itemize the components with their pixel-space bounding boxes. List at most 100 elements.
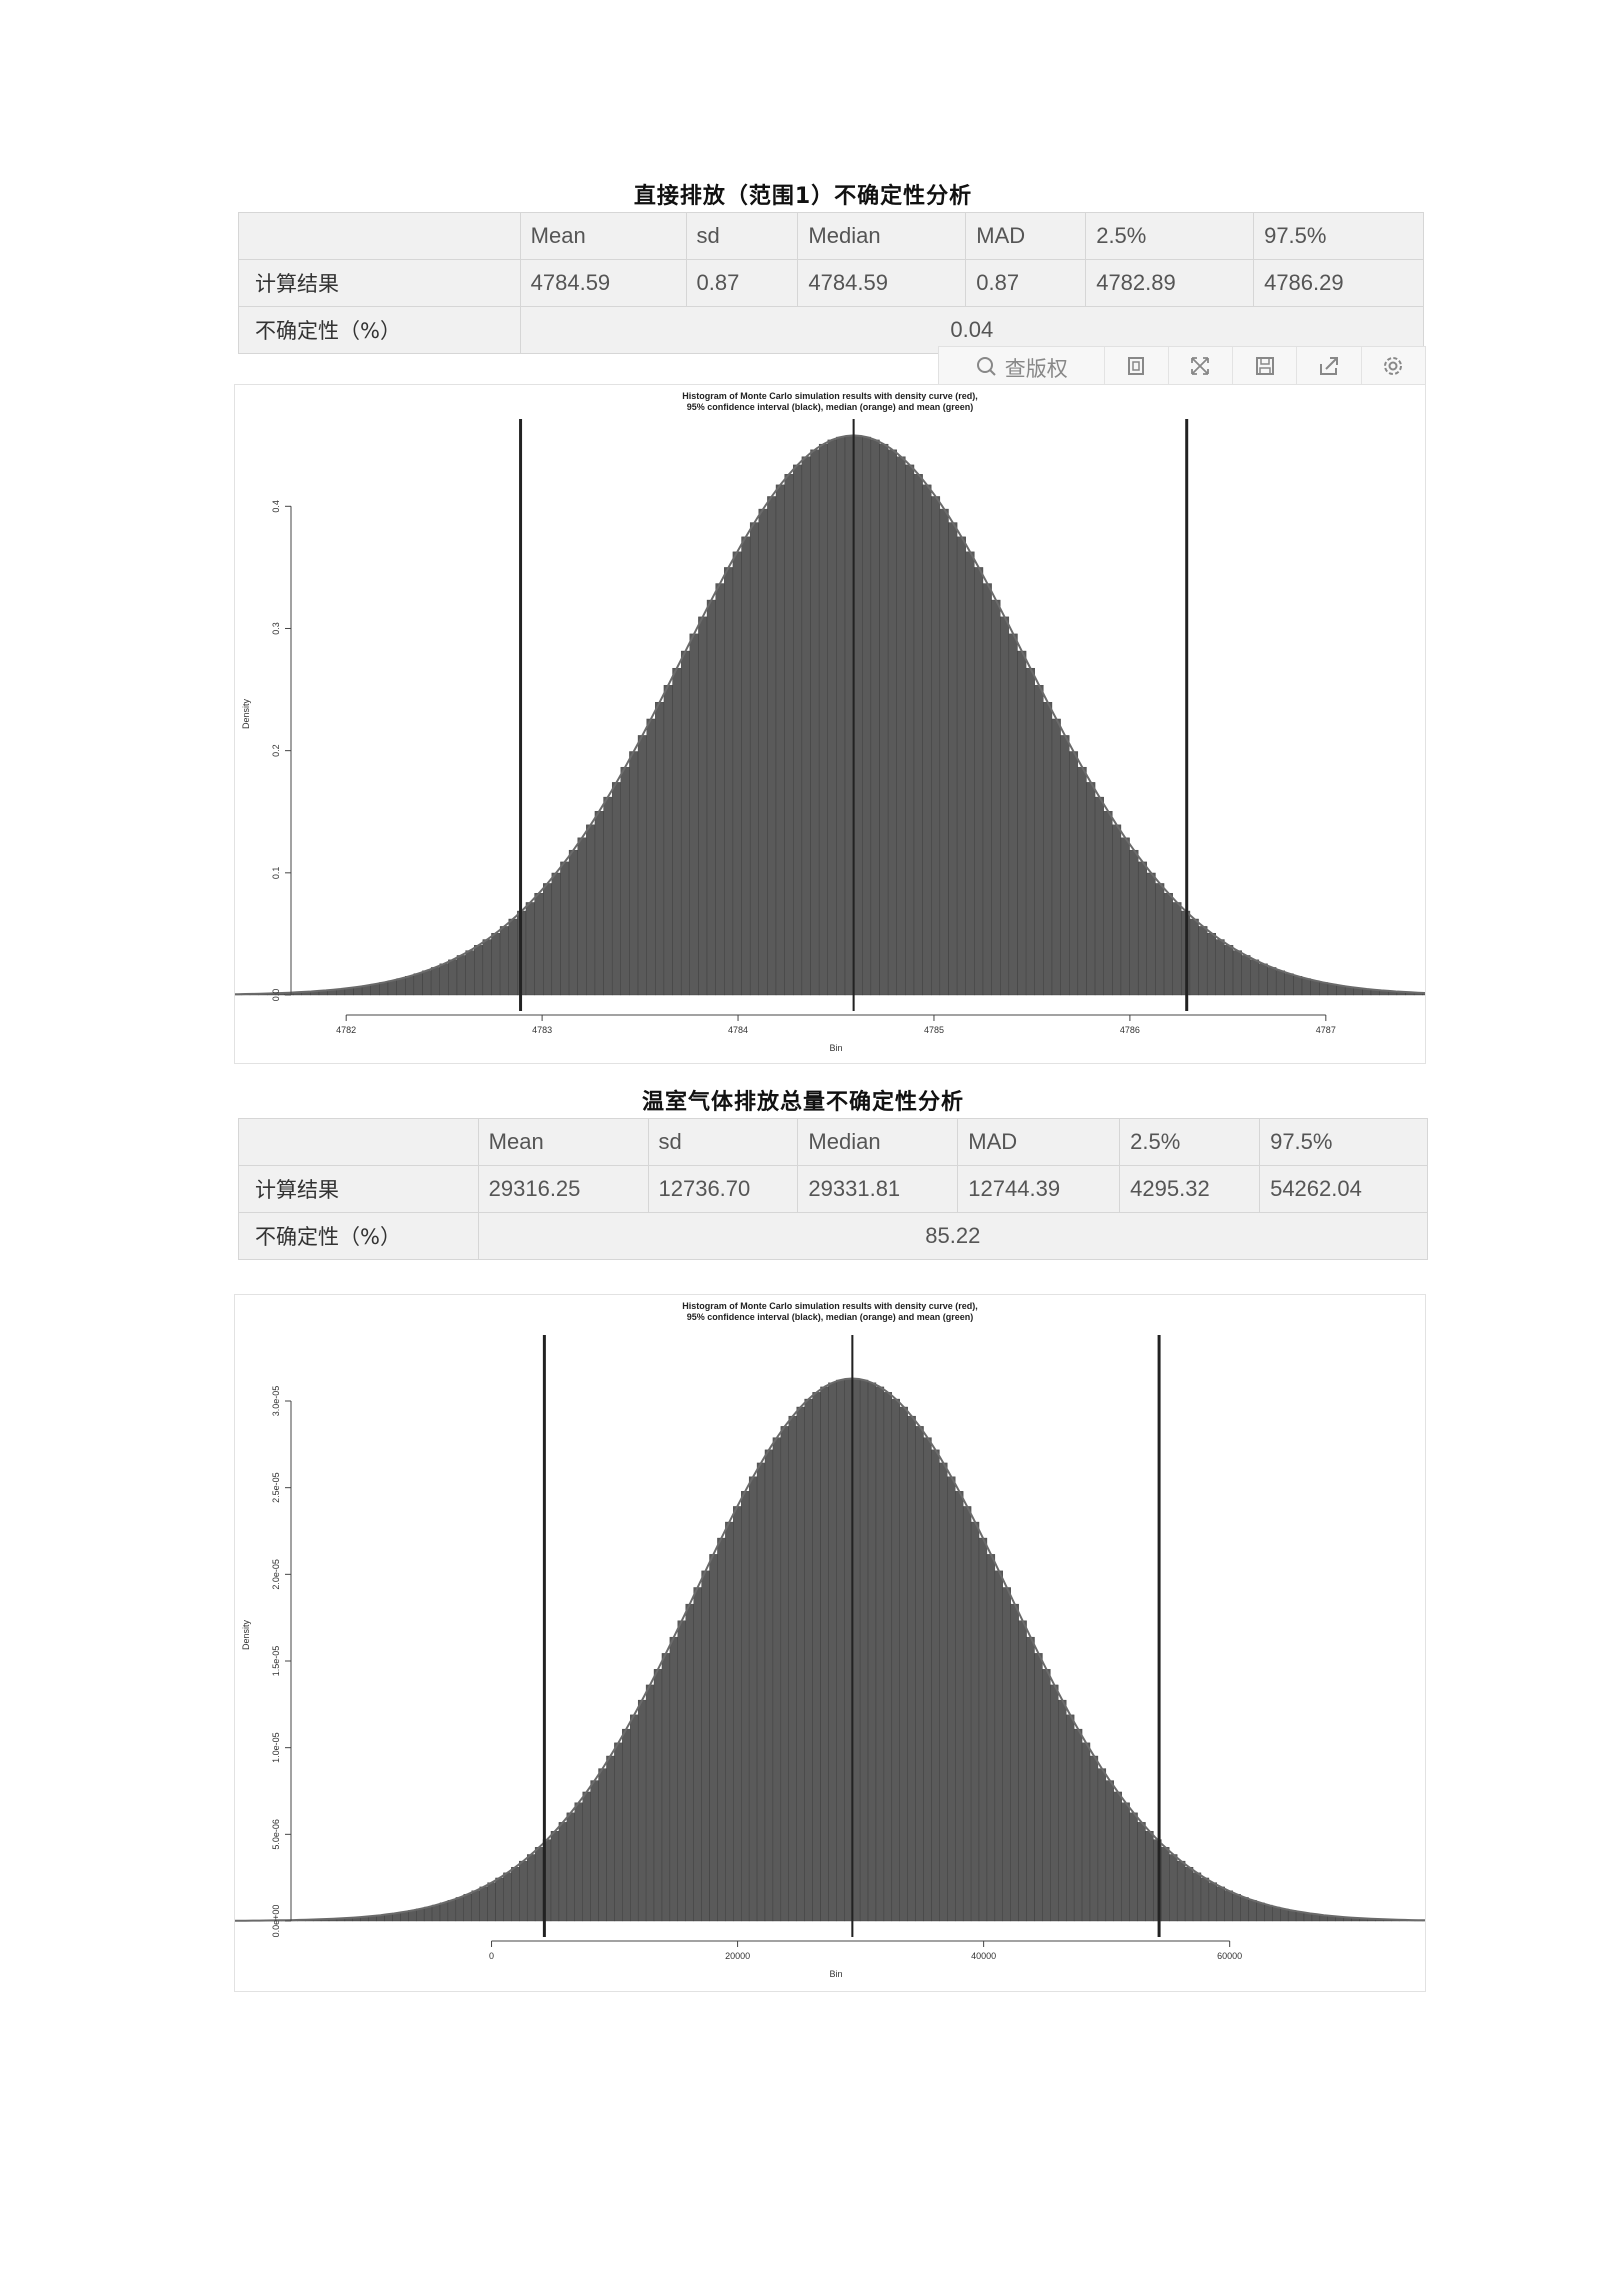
settings-button[interactable] xyxy=(1362,347,1425,389)
x-tick-label: 0 xyxy=(489,1951,494,1961)
histogram-bar xyxy=(1137,861,1148,996)
histogram-bar xyxy=(767,496,777,996)
histogram-bar xyxy=(818,443,828,996)
histogram-bar xyxy=(970,1521,980,1922)
histogram-bar xyxy=(1224,1890,1233,1922)
histogram-bar xyxy=(717,1537,726,1922)
histogram-bar xyxy=(622,1728,631,1922)
histogram-bar xyxy=(1121,1802,1130,1922)
histogram-bar xyxy=(603,796,613,996)
histogram-bar xyxy=(887,449,897,996)
histogram-bar xyxy=(491,933,501,996)
histogram-bar xyxy=(431,1904,441,1922)
search-icon xyxy=(975,355,997,382)
y-tick-label: 0.0 xyxy=(271,989,281,1002)
chart-title-line: 95% confidence interval (black), median … xyxy=(687,1312,974,1322)
histogram-bar xyxy=(447,1900,457,1922)
header-cell: MAD xyxy=(957,1118,1121,1166)
histogram-bar xyxy=(879,443,889,996)
histogram-bar xyxy=(594,811,604,996)
header-cell: 97.5% xyxy=(1259,1118,1428,1166)
histogram-bar xyxy=(741,536,751,996)
expand-icon xyxy=(1189,355,1211,382)
histogram-bar xyxy=(482,939,492,996)
save-button[interactable] xyxy=(1233,347,1298,389)
result-cell: 12744.39 xyxy=(957,1165,1121,1213)
x-tick-label: 4784 xyxy=(728,1025,748,1035)
histogram-bar xyxy=(586,824,596,996)
histogram-bar xyxy=(1206,933,1217,996)
table-row: 不确定性（%） 85.22 xyxy=(238,1212,1429,1260)
histogram-bar xyxy=(653,1669,663,1922)
histogram-bar xyxy=(1189,918,1199,996)
histogram-bar xyxy=(416,1908,425,1922)
result-cell: 4782.89 xyxy=(1085,259,1255,307)
histogram-bar xyxy=(525,902,535,996)
histogram-bar xyxy=(1280,1908,1289,1922)
histogram-bar xyxy=(709,1554,718,1922)
histogram-bar xyxy=(663,685,673,996)
histogram-bar xyxy=(637,735,647,996)
histogram-bar xyxy=(867,1382,877,1922)
copyright-label: 查版权 xyxy=(1004,357,1068,381)
uncertainty-row-label: 不确定性（%） xyxy=(238,1212,479,1260)
share-button[interactable] xyxy=(1297,347,1362,389)
result-cell: 0.87 xyxy=(965,259,1087,307)
histogram-bar xyxy=(733,1506,742,1922)
header-cell: Median xyxy=(797,212,967,260)
header-cell: 2.5% xyxy=(1085,212,1255,260)
histogram-bar xyxy=(1097,1768,1107,1922)
histogram-bar xyxy=(784,474,794,996)
histogram-bar xyxy=(598,1768,607,1922)
y-tick-label: 5.0e-06 xyxy=(271,1819,281,1850)
y-tick-label: 0.2 xyxy=(271,744,281,757)
histogram-bar xyxy=(701,1570,710,1922)
copyright-button[interactable]: 查版权 xyxy=(939,347,1105,389)
histogram-bar xyxy=(1146,872,1156,996)
y-tick-label: 0.1 xyxy=(271,867,281,880)
chart-2-svg: Histogram of Monte Carlo simulation resu… xyxy=(235,1301,1425,1979)
header-cell xyxy=(238,212,521,260)
histogram-bar xyxy=(965,551,975,996)
histogram-bar xyxy=(1172,902,1182,996)
x-axis-label: Bin xyxy=(829,1969,842,1979)
header-cell: 97.5% xyxy=(1253,212,1424,260)
histogram-bar xyxy=(732,551,742,996)
result-cell: 0.87 xyxy=(685,259,799,307)
histogram-bar xyxy=(883,1392,893,1922)
histogram-bar xyxy=(939,1462,948,1922)
histogram-bar xyxy=(637,1699,647,1922)
histogram-bar xyxy=(495,1877,504,1922)
histogram-bar xyxy=(1310,980,1320,996)
histogram-bar xyxy=(511,1867,520,1922)
histogram-bar xyxy=(1051,718,1061,996)
histogram-bar xyxy=(1129,849,1139,996)
histogram-bar xyxy=(1034,685,1044,996)
histogram-bar xyxy=(1086,782,1096,996)
histogram-bar xyxy=(1105,1780,1114,1922)
table-row: 计算结果 29316.25 12736.70 29331.81 12744.39… xyxy=(238,1165,1428,1213)
x-tick-label: 4786 xyxy=(1120,1025,1140,1035)
histogram-bar xyxy=(677,1620,686,1922)
crop-button[interactable] xyxy=(1105,347,1169,389)
histogram-bar xyxy=(1240,1897,1249,1922)
histogram-bar xyxy=(1184,1867,1194,1922)
histogram-bar xyxy=(630,1714,639,1922)
histogram-bar xyxy=(463,1894,472,1922)
histogram-bar xyxy=(1215,939,1225,996)
y-tick-label: 0.4 xyxy=(271,500,281,513)
histogram-bar xyxy=(582,1791,591,1922)
table-header-row: Mean sd Median MAD 2.5% 97.5% xyxy=(238,212,1424,260)
histogram-bar xyxy=(870,439,880,996)
histogram-bar xyxy=(1198,926,1208,996)
histogram-bar xyxy=(706,599,716,996)
expand-button[interactable] xyxy=(1169,347,1234,389)
histogram-bar xyxy=(853,435,863,996)
histogram-bar xyxy=(439,1902,449,1922)
histogram-bar xyxy=(1112,824,1122,996)
histogram-bar xyxy=(1256,1902,1265,1922)
histogram-bar xyxy=(801,456,811,996)
histogram-bar xyxy=(875,1386,885,1922)
result-cell: 4295.32 xyxy=(1119,1165,1261,1213)
histogram-bar xyxy=(669,1636,679,1922)
